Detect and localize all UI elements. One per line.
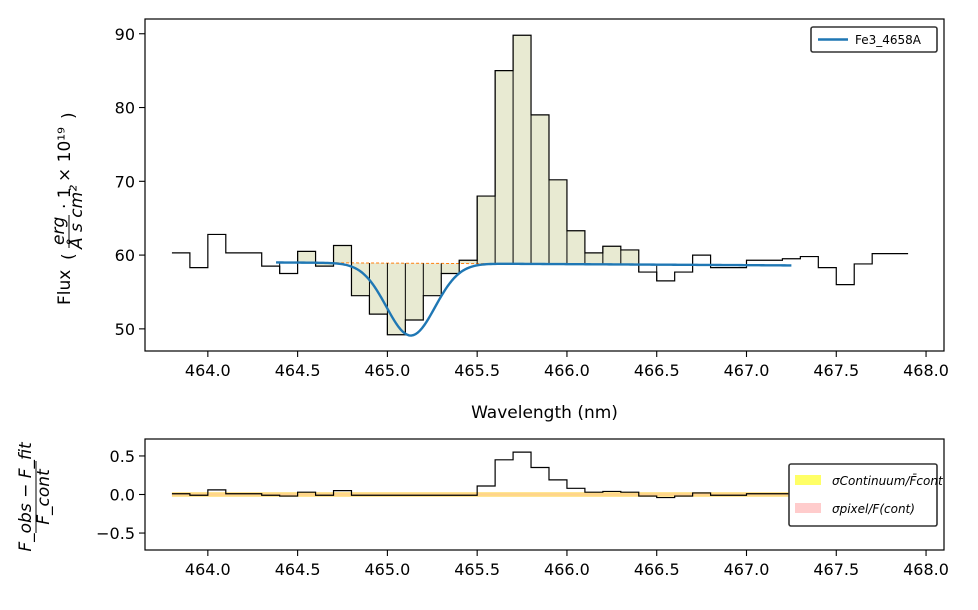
y-tick-label: 90 <box>115 25 135 44</box>
x-tick-label: 468.0 <box>903 560 949 579</box>
x-tick-label: 464.5 <box>275 560 321 579</box>
svg-text:Å s cm²: Å s cm² <box>65 185 87 250</box>
top-legend: Fe3_4658A <box>810 26 938 53</box>
y-tick-label: 0.0 <box>110 486 135 505</box>
x-tick-label: 464.0 <box>185 560 231 579</box>
x-tick-label: 465.0 <box>364 560 410 579</box>
x-tick-label: 466.5 <box>634 560 680 579</box>
x-tick-label: 465.0 <box>364 361 410 380</box>
x-tick-label: 467.0 <box>724 361 770 380</box>
x-tick-label: 467.5 <box>813 560 859 579</box>
x-tick-label: 467.5 <box>813 361 859 380</box>
legend-swatch-continuum <box>795 475 821 485</box>
x-tick-label: 468.0 <box>903 361 949 380</box>
x-tick-label: 466.5 <box>634 361 680 380</box>
y-tick-label: 60 <box>115 246 135 265</box>
y-tick-label: 0.5 <box>110 447 135 466</box>
x-tick-label: 466.0 <box>544 560 590 579</box>
x-tick-label: 465.5 <box>454 361 500 380</box>
x-tick-label: 464.0 <box>185 361 231 380</box>
line-flux-fill <box>297 35 639 335</box>
x-tick-label: 464.5 <box>275 361 321 380</box>
svg-text:): ) <box>59 112 79 119</box>
y-tick-label: 80 <box>115 99 135 118</box>
legend-label: σContinuum/F̄cont <box>832 474 944 488</box>
x-axis-label: Wavelength (nm) <box>471 403 618 423</box>
svg-text:F_obs − F_fit: F_obs − F_fit <box>16 441 36 552</box>
svg-text:erg: erg <box>49 217 69 245</box>
x-tick-label: 465.5 <box>454 560 500 579</box>
residual-panel: 464.0 464.5 465.0 465.5 466.0 466.5 467.0 467.5… <box>16 438 949 579</box>
x-tick-label: 467.0 <box>724 560 770 579</box>
top-axes-frame <box>144 18 945 352</box>
svg-text:· 1 × 10¹⁹: · 1 × 10¹⁹ <box>55 127 75 209</box>
y-tick-label: 50 <box>115 320 135 339</box>
svg-text:Flux: Flux <box>55 270 75 305</box>
y-tick-label: 70 <box>115 172 135 191</box>
x-tick-label: 466.0 <box>544 361 590 380</box>
legend-swatch-pixel <box>795 503 821 513</box>
legend-label: σpixel/F(cont) <box>832 502 915 516</box>
bottom-legend: σContinuum/F̄cont σpixel/F(cont) <box>788 463 944 527</box>
pixel-uncertainty-band <box>171 493 909 496</box>
legend-label: Fe3_4658A <box>855 33 922 47</box>
svg-text:F_cont: F_cont <box>34 468 54 525</box>
svg-text:(: ( <box>59 253 79 260</box>
y-tick-label: −0.5 <box>96 524 135 543</box>
spectrum-panel: 464.0 464.5 465.0 465.5 466.0 466.5 467.0 467.5… <box>49 18 949 423</box>
fit-curve <box>276 261 792 337</box>
